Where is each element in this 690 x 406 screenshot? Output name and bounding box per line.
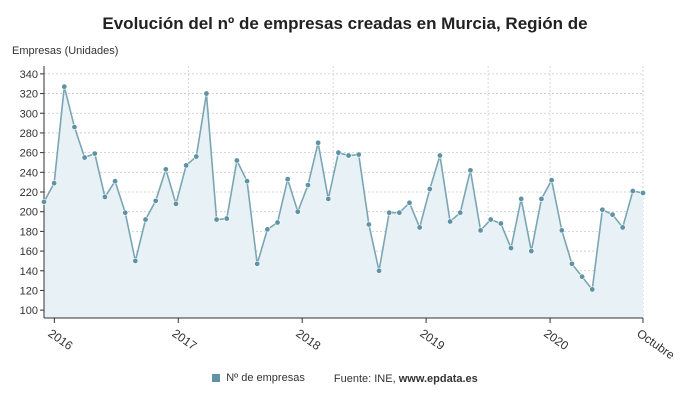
data-point	[244, 178, 251, 185]
data-point	[101, 193, 108, 200]
x-tick-label: 2020	[541, 326, 571, 353]
x-tick-labels: 2016 2017 2018 2019 2020 Octubre	[46, 326, 678, 362]
x-tick-label: 2016	[46, 326, 76, 353]
y-tick-label: 140	[20, 266, 38, 278]
data-point	[579, 273, 586, 280]
source-note: Fuente: INE, www.epdata.es	[334, 373, 478, 385]
data-point	[538, 195, 545, 202]
y-tick-label: 240	[20, 167, 38, 179]
data-point	[335, 149, 342, 156]
chart-footer: Nº de empresas Fuente: INE, www.epdata.e…	[0, 372, 690, 385]
y-tick-label: 120	[20, 285, 38, 297]
series-line-path	[43, 85, 644, 291]
data-point	[132, 257, 139, 264]
data-point	[274, 219, 281, 226]
data-point	[304, 182, 311, 189]
y-tick-label: 100	[20, 305, 38, 317]
data-point	[325, 195, 332, 202]
legend-label: Nº de empresas	[226, 372, 305, 384]
data-point	[365, 221, 372, 228]
y-tick-label: 220	[20, 187, 38, 199]
data-point	[61, 83, 68, 90]
source-site: www.epdata.es	[398, 373, 478, 385]
x-tick-label: Octubre	[634, 326, 677, 362]
y-tick-label: 200	[20, 207, 38, 219]
data-point	[406, 199, 413, 206]
data-point	[639, 189, 646, 196]
data-point	[213, 216, 220, 223]
data-point	[548, 177, 555, 184]
data-point	[609, 211, 616, 218]
y-tick-label: 260	[20, 148, 38, 160]
data-point	[376, 267, 383, 274]
data-point	[416, 224, 423, 231]
data-point	[508, 245, 515, 252]
data-point	[142, 216, 149, 223]
data-point	[112, 178, 119, 185]
data-point	[233, 157, 240, 164]
area-fill	[44, 86, 643, 318]
legend: Nº de empresas	[212, 372, 305, 384]
data-point	[518, 195, 525, 202]
data-point	[193, 153, 200, 160]
data-point	[447, 218, 454, 225]
x-tick-label: 2018	[293, 326, 323, 353]
data-point	[71, 124, 78, 131]
data-point	[203, 90, 210, 97]
data-point	[568, 260, 575, 267]
data-point	[629, 188, 636, 195]
series-line	[43, 85, 644, 291]
data-point	[528, 248, 535, 255]
data-point	[589, 286, 596, 293]
y-tick-label: 280	[20, 128, 38, 140]
data-point	[457, 209, 464, 216]
data-point	[477, 227, 484, 234]
data-point	[284, 176, 291, 183]
data-point	[51, 180, 58, 187]
data-point	[223, 215, 230, 222]
x-tick-label: 2017	[169, 326, 199, 353]
data-point	[436, 152, 443, 159]
source-prefix: Fuente: INE,	[333, 373, 399, 385]
axes	[40, 66, 644, 323]
data-point	[315, 139, 322, 146]
data-point	[122, 209, 129, 216]
y-tick-label: 340	[20, 69, 38, 81]
data-point	[497, 220, 504, 227]
data-point	[487, 216, 494, 223]
data-point	[264, 226, 271, 233]
data-point	[426, 186, 433, 193]
data-point	[345, 152, 352, 159]
y-tick-label: 320	[20, 89, 38, 101]
data-point	[599, 206, 606, 213]
data-point	[183, 162, 190, 169]
data-point	[619, 224, 626, 231]
y-tick-label: 180	[20, 226, 38, 238]
data-point	[162, 166, 169, 173]
data-point	[355, 151, 362, 158]
data-point	[254, 260, 261, 267]
data-point	[40, 198, 47, 205]
data-point	[81, 154, 88, 161]
data-point	[467, 167, 474, 174]
data-points	[40, 83, 646, 293]
legend-swatch	[212, 374, 221, 382]
data-point	[396, 209, 403, 216]
chart-title: Evolución del nº de empresas creadas en …	[102, 14, 588, 33]
y-tick-label: 300	[20, 108, 38, 120]
data-point	[91, 150, 98, 157]
y-axis-label: Empresas (Unidades)	[12, 45, 119, 57]
data-point	[152, 197, 159, 204]
data-point	[172, 200, 179, 207]
y-tick-labels: 100 120 140 160 180 200 220 240 260 280 300 320 340	[20, 69, 38, 317]
y-tick-label: 160	[20, 246, 38, 258]
data-point	[294, 208, 301, 215]
data-point	[386, 209, 393, 216]
x-tick-label: 2019	[417, 326, 447, 353]
data-point	[558, 227, 565, 234]
series-area	[44, 86, 643, 318]
